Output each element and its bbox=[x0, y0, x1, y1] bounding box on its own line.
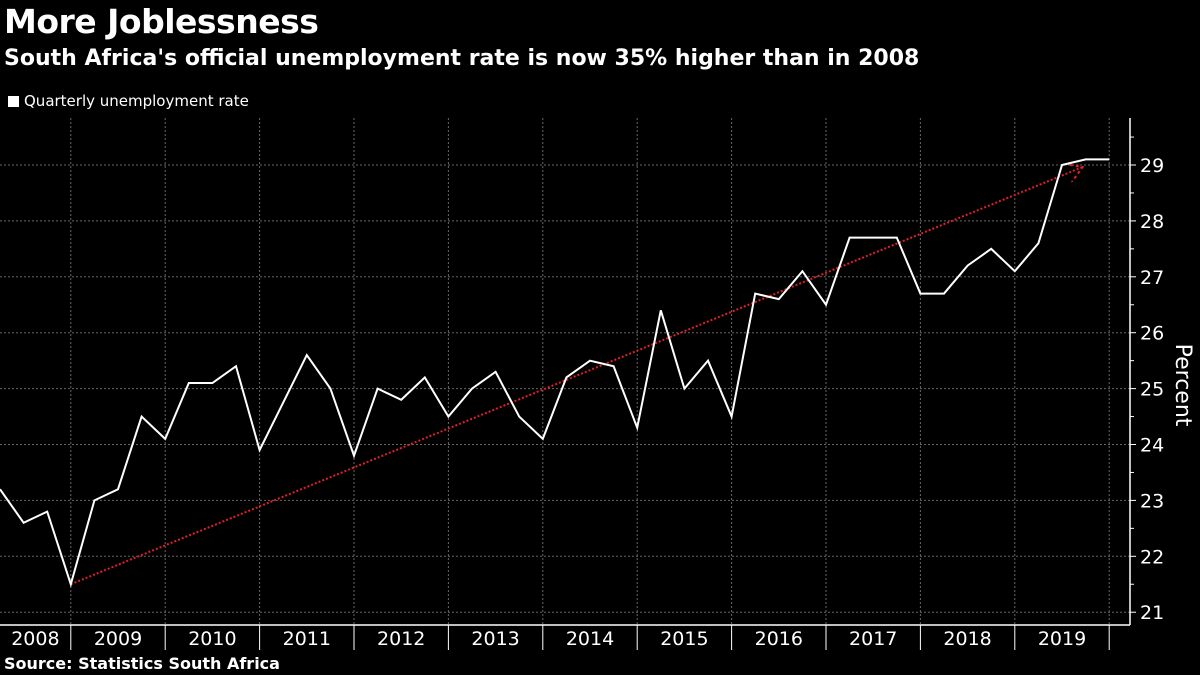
x-tick-label: 2010 bbox=[188, 628, 236, 650]
x-tick-label: 2016 bbox=[755, 628, 803, 650]
y-tick-label: 22 bbox=[1140, 546, 1164, 568]
legend-swatch bbox=[8, 95, 19, 107]
x-tick-label: 2012 bbox=[377, 628, 425, 650]
y-tick-label: 23 bbox=[1140, 490, 1164, 512]
y-tick-label: 24 bbox=[1140, 435, 1164, 457]
series-line bbox=[0, 158, 1110, 588]
x-tick-label: 2018 bbox=[943, 628, 991, 650]
x-tick-label: 2017 bbox=[849, 628, 897, 650]
x-tick-label: 2008 bbox=[11, 628, 59, 650]
chart-title: More Joblessness bbox=[4, 2, 319, 41]
source-note: Source: Statistics South Africa bbox=[4, 654, 280, 673]
x-tick-label: 2011 bbox=[283, 628, 331, 650]
x-tick-label: 2014 bbox=[566, 628, 614, 650]
trend-arrow bbox=[70, 167, 1083, 586]
legend-label: Quarterly unemployment rate bbox=[24, 92, 249, 110]
x-tick-label: 2009 bbox=[94, 628, 142, 650]
y-tick-label: 25 bbox=[1140, 379, 1164, 401]
y-tick-label: 27 bbox=[1140, 267, 1164, 289]
y-tick-label: 28 bbox=[1140, 211, 1164, 233]
y-tick-label: 29 bbox=[1140, 155, 1164, 177]
y-tick-label: 26 bbox=[1140, 323, 1164, 345]
x-tick-label: 2015 bbox=[660, 628, 708, 650]
chart-subtitle: South Africa's official unemployment rat… bbox=[4, 46, 920, 71]
x-tick-label: 2013 bbox=[471, 628, 519, 650]
x-tick-label: 2019 bbox=[1038, 628, 1086, 650]
y-axis-label: Percent bbox=[1170, 344, 1195, 427]
y-tick-label: 21 bbox=[1140, 602, 1164, 624]
legend: Quarterly unemployment rate bbox=[8, 92, 249, 110]
